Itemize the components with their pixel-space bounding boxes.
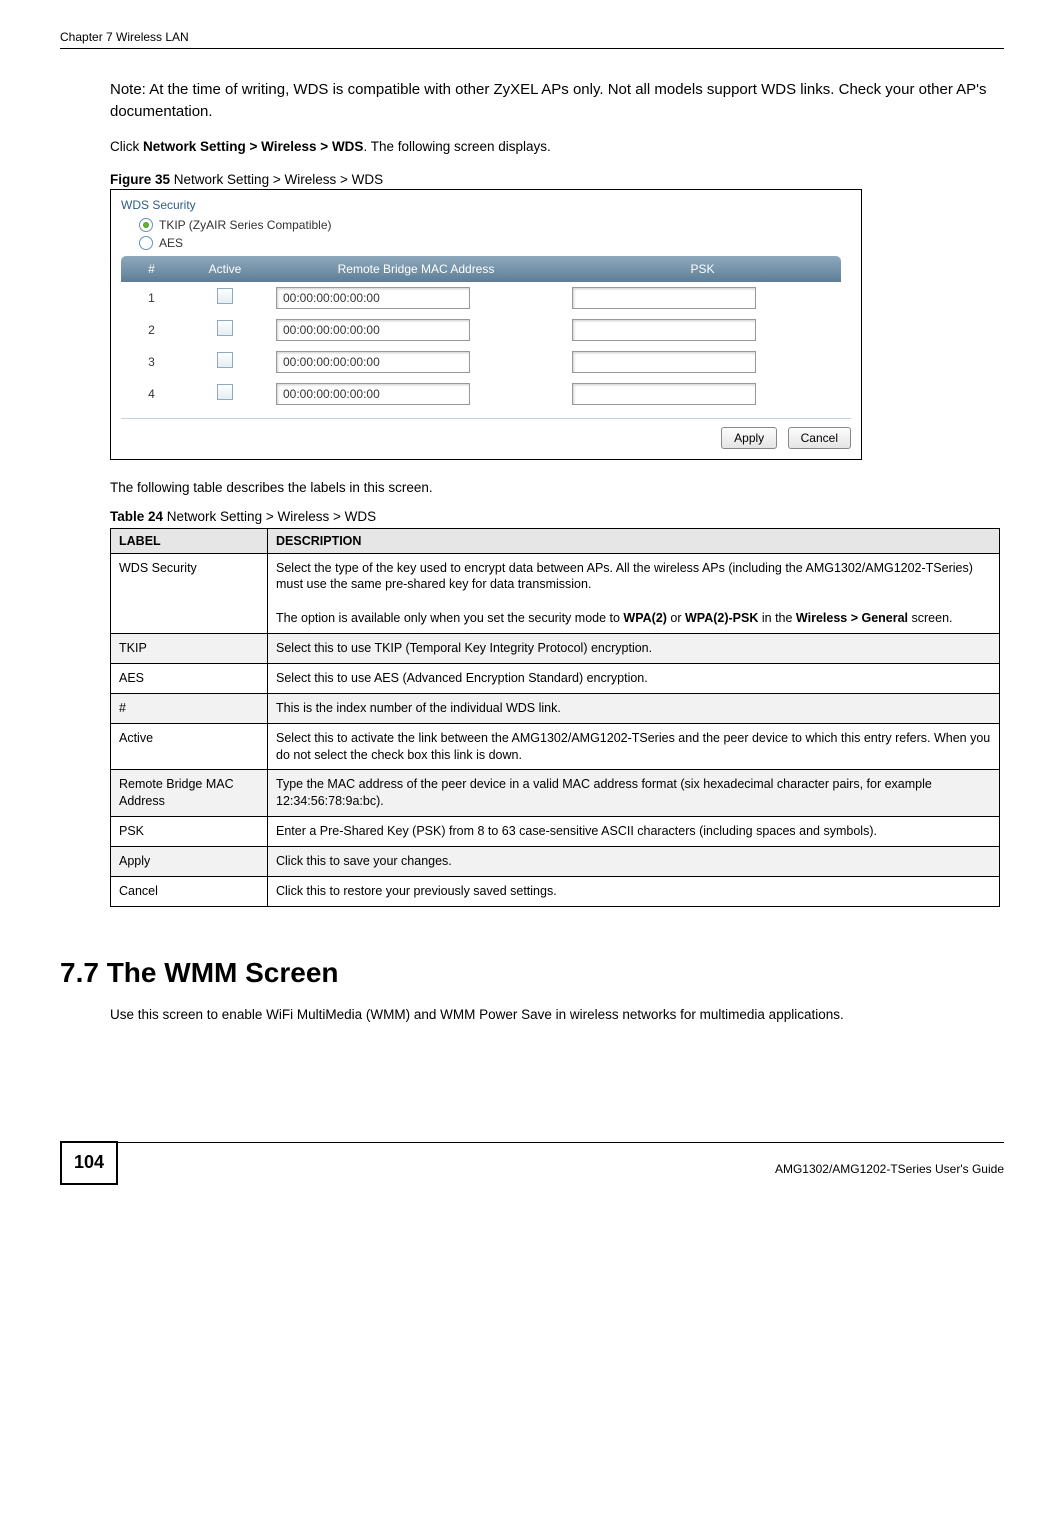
cell-label: PSK [111,817,268,847]
psk-input[interactable] [572,383,756,405]
instruction-suffix: . The following screen displays. [363,139,550,154]
wds-security-label: WDS Security [121,198,851,212]
click-instruction: Click Network Setting > Wireless > WDS. … [110,139,994,154]
mac-input[interactable]: 00:00:00:00:00:00 [276,319,470,341]
cell-label: WDS Security [111,553,268,634]
desc-b2: WPA(2)-PSK [685,611,758,625]
table-label: Table 24 [110,509,163,524]
row-index: 3 [121,346,182,378]
cell-desc: Select this to use AES (Advanced Encrypt… [268,663,1000,693]
table-intro-para: The following table describes the labels… [110,480,1004,495]
description-table: LABEL DESCRIPTION WDS Security Select th… [110,528,1000,907]
desc-in: in the [758,611,796,625]
radio-icon [139,218,153,232]
button-bar: Apply Cancel [121,418,851,449]
th-desc: DESCRIPTION [268,528,1000,553]
active-checkbox[interactable] [217,384,233,400]
col-mac: Remote Bridge MAC Address [268,256,564,282]
table-row: 3 00:00:00:00:00:00 [121,346,841,378]
apply-button[interactable]: Apply [721,427,777,449]
table-row: # This is the index number of the indivi… [111,693,1000,723]
mac-input[interactable]: 00:00:00:00:00:00 [276,287,470,309]
active-checkbox[interactable] [217,288,233,304]
figure-caption: Figure 35 Network Setting > Wireless > W… [110,172,1004,187]
cell-label: Apply [111,847,268,877]
cell-label: Cancel [111,876,268,906]
cell-desc: Enter a Pre-Shared Key (PSK) from 8 to 6… [268,817,1000,847]
table-row: 1 00:00:00:00:00:00 [121,282,841,314]
col-psk: PSK [564,256,841,282]
mac-input[interactable]: 00:00:00:00:00:00 [276,383,470,405]
radio-icon [139,236,153,250]
cell-label: TKIP [111,634,268,664]
cell-desc: This is the index number of the individu… [268,693,1000,723]
table-caption: Table 24 Network Setting > Wireless > WD… [110,509,1004,524]
cell-desc: Click this to restore your previously sa… [268,876,1000,906]
radio-aes[interactable]: AES [139,236,851,250]
table-text: Network Setting > Wireless > WDS [163,509,376,524]
cancel-button[interactable]: Cancel [788,427,851,449]
footer-text: AMG1302/AMG1202-TSeries User's Guide [118,1152,1004,1176]
cell-label: AES [111,663,268,693]
psk-input[interactable] [572,319,756,341]
radio-aes-label: AES [159,236,183,250]
footer: 104 AMG1302/AMG1202-TSeries User's Guide [60,1142,1004,1185]
mac-input[interactable]: 00:00:00:00:00:00 [276,351,470,373]
table-row: AES Select this to use AES (Advanced Enc… [111,663,1000,693]
instruction-path: Network Setting > Wireless > WDS [143,139,363,154]
psk-input[interactable] [572,351,756,373]
desc-p1: Select the type of the key used to encry… [276,561,973,592]
cell-label: Active [111,723,268,770]
cell-desc: Select this to use TKIP (Temporal Key In… [268,634,1000,664]
desc-or: or [667,611,685,625]
table-row: WDS Security Select the type of the key … [111,553,1000,634]
cell-desc: Select the type of the key used to encry… [268,553,1000,634]
table-row: Active Select this to activate the link … [111,723,1000,770]
cell-desc: Select this to activate the link between… [268,723,1000,770]
active-checkbox[interactable] [217,352,233,368]
wds-table: # Active Remote Bridge MAC Address PSK 1… [121,256,841,410]
active-checkbox[interactable] [217,320,233,336]
screenshot-container: WDS Security TKIP (ZyAIR Series Compatib… [110,189,862,460]
desc-end: screen. [908,611,952,625]
table-row: Apply Click this to save your changes. [111,847,1000,877]
cell-desc: Type the MAC address of the peer device … [268,770,1000,817]
section-para: Use this screen to enable WiFi MultiMedi… [110,1007,1004,1022]
row-index: 4 [121,378,182,410]
table-row: Remote Bridge MAC Address Type the MAC a… [111,770,1000,817]
desc-p2a: The option is available only when you se… [276,611,623,625]
table-row: Cancel Click this to restore your previo… [111,876,1000,906]
figure-label: Figure 35 [110,172,170,187]
cell-desc: Click this to save your changes. [268,847,1000,877]
figure-text: Network Setting > Wireless > WDS [170,172,383,187]
cell-label: # [111,693,268,723]
psk-input[interactable] [572,287,756,309]
row-index: 2 [121,314,182,346]
desc-b1: WPA(2) [623,611,667,625]
table-row: 2 00:00:00:00:00:00 [121,314,841,346]
radio-tkip[interactable]: TKIP (ZyAIR Series Compatible) [139,218,851,232]
section-heading: 7.7 The WMM Screen [60,957,1004,989]
header-chapter: Chapter 7 Wireless LAN [60,30,189,44]
note-text: Note: At the time of writing, WDS is com… [110,79,994,123]
col-active: Active [182,256,268,282]
radio-tkip-label: TKIP (ZyAIR Series Compatible) [159,218,332,232]
col-num: # [121,256,182,282]
table-row: PSK Enter a Pre-Shared Key (PSK) from 8 … [111,817,1000,847]
desc-b3: Wireless > General [796,611,908,625]
row-index: 1 [121,282,182,314]
th-label: LABEL [111,528,268,553]
cell-label: Remote Bridge MAC Address [111,770,268,817]
table-row: 4 00:00:00:00:00:00 [121,378,841,410]
table-row: TKIP Select this to use TKIP (Temporal K… [111,634,1000,664]
instruction-prefix: Click [110,139,143,154]
header-divider [60,48,1004,49]
page-number: 104 [60,1141,118,1185]
